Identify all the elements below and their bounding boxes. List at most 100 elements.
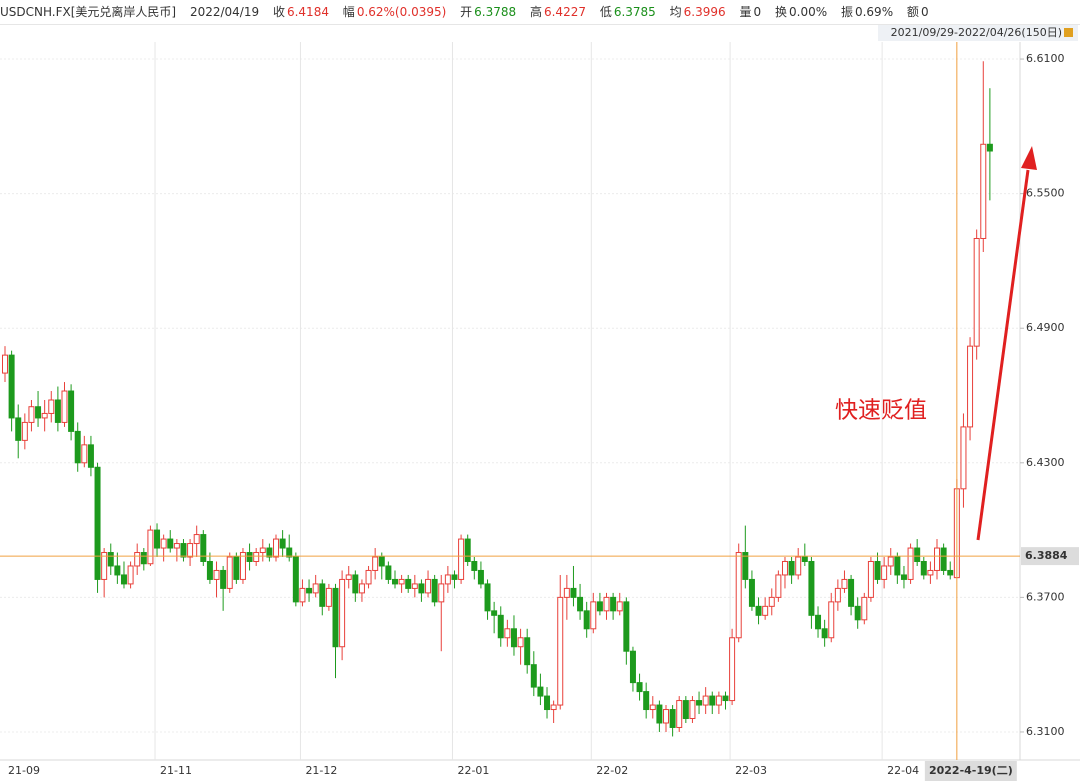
candle-body [352, 574, 359, 594]
candle-body [570, 587, 577, 598]
candle-body [48, 399, 55, 414]
label: 幅 [342, 5, 355, 19]
candle-body [980, 143, 987, 239]
candle-body [629, 650, 636, 684]
candle-body [544, 695, 551, 711]
candle-body [986, 143, 993, 152]
candle-body [583, 610, 590, 630]
candle-body [682, 700, 689, 720]
candle-body [458, 538, 465, 580]
candle-body [821, 628, 828, 639]
x-tick-label: 22-01 [457, 764, 489, 777]
candle-body [325, 587, 332, 607]
candle-body [68, 390, 75, 432]
candle-body [220, 569, 227, 589]
candle-body [563, 587, 570, 598]
date: 2022/04/19 [189, 5, 260, 19]
candle-body [715, 695, 722, 706]
candle-body [206, 560, 213, 580]
candle-body [101, 552, 108, 580]
candle-body [616, 601, 623, 612]
candle-body [140, 552, 147, 565]
candle-body [643, 691, 650, 711]
candle-body [663, 709, 669, 724]
candle-body [286, 547, 293, 558]
candle-body [279, 538, 286, 549]
candle-body [669, 709, 676, 728]
candle-body [292, 556, 299, 603]
candle-body [775, 574, 782, 598]
candle-body [689, 700, 696, 720]
value: 0 [753, 5, 762, 19]
candle-body [550, 704, 557, 711]
candle-body [504, 628, 511, 639]
candle-body [173, 543, 180, 549]
candle-body [127, 565, 134, 585]
candle-body [147, 529, 154, 565]
candle-body [973, 237, 980, 347]
x-tick-label: 22-04 [887, 764, 919, 777]
candle-body [841, 578, 848, 589]
candle-body [867, 560, 874, 598]
candle-body [696, 700, 703, 706]
label: 量 [739, 5, 752, 19]
value: 6.3996 [683, 5, 726, 19]
candle-body [874, 560, 881, 580]
crosshair-date-label: 2022-4-19(二) [929, 764, 1013, 777]
candle-body [967, 345, 974, 428]
candle-body [603, 596, 610, 612]
candle-body [477, 569, 484, 585]
candle-body [81, 444, 88, 464]
label: 低 [599, 5, 612, 19]
candle-body [947, 569, 954, 576]
candle-body [748, 578, 755, 607]
candle-body [134, 552, 141, 567]
value: 6.3785 [613, 5, 656, 19]
candle-body [960, 426, 967, 490]
candle-body [21, 421, 28, 441]
y-tick-label: 6.4900 [1026, 321, 1065, 334]
candle-body [722, 695, 729, 702]
candle-body [213, 569, 220, 580]
candle-body [676, 700, 683, 728]
candle-body [729, 637, 736, 702]
candle-body [187, 543, 194, 558]
candle-body [927, 569, 934, 576]
value: 6.4227 [543, 5, 586, 19]
candle-body [74, 430, 81, 464]
candle-body [834, 587, 841, 603]
candle-body [332, 587, 339, 648]
candle-body [497, 614, 504, 639]
candle-body [378, 556, 385, 567]
label: 收 [272, 5, 285, 19]
candle-body [180, 543, 187, 558]
candle-body [517, 637, 524, 648]
candle-body [319, 583, 326, 607]
candle-body [193, 534, 200, 545]
candle-body [524, 637, 531, 666]
candle-body [755, 605, 762, 616]
candle-body [636, 682, 643, 693]
label: 均 [669, 5, 682, 19]
candle-body [920, 560, 927, 576]
candle-body [577, 596, 584, 612]
symbol: USDCNH.FX[美元兑离岸人民币] [0, 5, 177, 19]
candle-body [2, 354, 8, 374]
candle-body [425, 578, 432, 594]
candle-body [385, 565, 392, 580]
y-tick-label: 6.3700 [1026, 590, 1065, 603]
candle-body [15, 417, 22, 441]
candle-body [405, 578, 412, 589]
candle-body [781, 560, 788, 576]
candle-body [358, 583, 365, 594]
candle-body [54, 399, 61, 423]
label: 高 [529, 5, 542, 19]
candle-body [253, 552, 260, 562]
candle-body [312, 583, 319, 594]
range-label: 2021/09/29-2022/04/26(150日) [891, 26, 1062, 39]
candle-body [768, 596, 775, 607]
candle-body [418, 583, 425, 594]
candle-body [590, 601, 597, 630]
candle-body [788, 560, 795, 576]
